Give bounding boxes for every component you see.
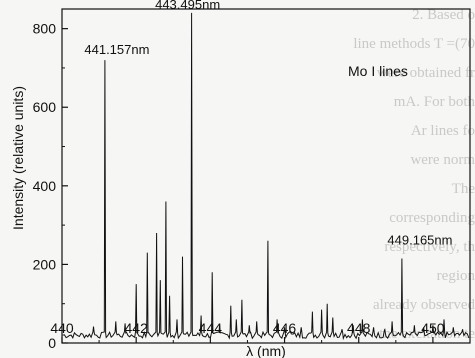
y-tick-label: 600 (33, 99, 57, 115)
y-tick-label: 800 (33, 21, 57, 37)
legend-label: Mo I lines (348, 63, 408, 79)
y-axis-label: Intensity (relative units) (10, 86, 26, 230)
x-axis: 440 442 444 446 448 450 (50, 320, 445, 343)
peak-annotation: 449.165nm (387, 233, 452, 248)
y-tick-label: 200 (33, 256, 57, 272)
series-line (62, 12, 470, 341)
y-tick-label: 400 (33, 178, 57, 194)
y-tick-label: 0 (48, 335, 56, 351)
peak-annotations: 441.157nm 443.495nm 449.165nm (84, 0, 452, 248)
peak-annotation: 441.157nm (84, 42, 149, 57)
peak-annotation: 443.495nm (155, 0, 220, 12)
x-axis-label: λ (nm) (246, 343, 286, 358)
y-axis: 0 200 400 600 800 (33, 21, 68, 351)
x-tick-label: 440 (50, 320, 74, 336)
plot-area-frame (61, 8, 471, 344)
